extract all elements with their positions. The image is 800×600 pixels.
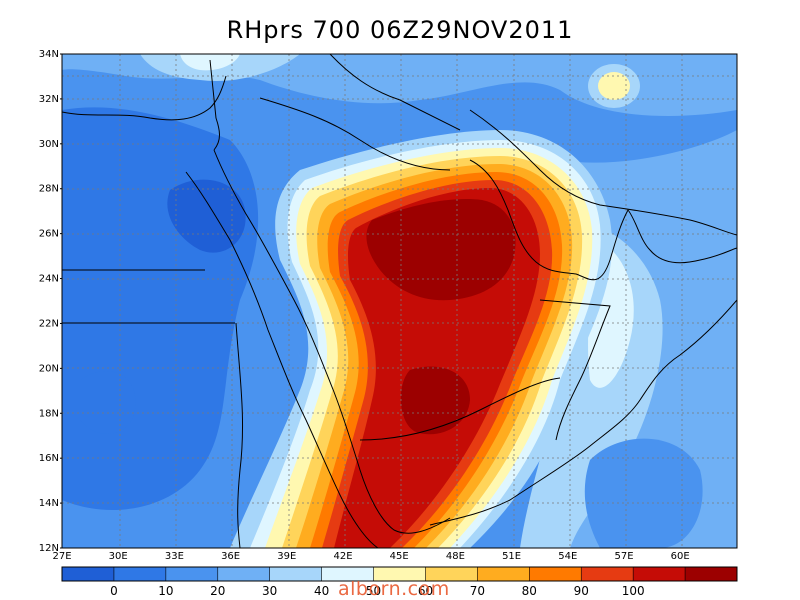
lon-tick-label: 33E [165, 551, 184, 562]
iraq-border [329, 54, 461, 131]
colorbar-label: 40 [313, 584, 330, 598]
coastlines-borders [62, 54, 737, 548]
lon-tick-label: 60E [671, 551, 690, 562]
plot-frame [61, 53, 738, 549]
contour-band-0-south [80, 371, 136, 434]
colorbar-segment [529, 567, 582, 581]
contour-band-peak [366, 199, 516, 301]
colorbar-segment [217, 567, 271, 581]
colorbar-label: 30 [262, 584, 278, 598]
lon-tick-label: 51E [502, 551, 521, 562]
colorbar-segment [269, 567, 323, 581]
lon-tick-label: 42E [333, 551, 352, 562]
lon-tick-label: 45E [390, 551, 409, 562]
oman-coast [429, 299, 737, 526]
colorbar-segment [685, 567, 738, 581]
lon-tick-label: 36E [221, 551, 240, 562]
mediterranean-coast [62, 75, 227, 121]
map-title: RHprs 700 06Z29NOV2011 [226, 16, 574, 44]
lat-tick-label: 14N [39, 498, 59, 509]
yemen-border [359, 377, 561, 441]
lon-tick-label: 48E [446, 551, 465, 562]
lon-tick-label: 27E [52, 551, 71, 562]
contour-band-20-southeast [584, 438, 703, 548]
lat-tick-label: 32N [39, 94, 59, 105]
colorbar-label: 90 [573, 584, 589, 598]
latitude-axis: 12N 14N 16N 18N 20N 22N 24N 26N 28N 30N 32N 34N [39, 49, 62, 554]
gulf-coast [469, 159, 737, 281]
colorbar-segment [165, 567, 219, 581]
lat-tick-label: 16N [39, 453, 59, 464]
red-sea-east-coast [213, 149, 451, 534]
lon-tick-label: 54E [558, 551, 577, 562]
colorbar-label: 60 [417, 584, 434, 598]
red-sea-west-coast [185, 171, 379, 548]
colorbar-segment [425, 567, 478, 581]
lat-tick-label: 34N [39, 49, 59, 60]
lat-tick-label: 26N [39, 229, 59, 240]
lon-tick-label: 30E [109, 551, 128, 562]
colorbar-frame [61, 566, 738, 582]
colorbar-segment [321, 567, 375, 581]
contour-band-peak-south [400, 366, 470, 435]
colorbar-label: 50 [365, 584, 382, 598]
iran-coast [469, 109, 737, 236]
watermark-text: alborn.com [338, 578, 450, 600]
colorbar-label: 0 [110, 584, 118, 598]
colorbar-label: 100 [621, 584, 645, 598]
lat-tick-label: 22N [39, 318, 59, 329]
humidity-contour-field [62, 54, 737, 548]
colorbar-segment [113, 567, 167, 581]
longitude-axis: 27E 30E 33E 36E 39E 42E 45E 48E 51E 54E 57E 60E [52, 551, 689, 562]
colorbar-segment [581, 567, 634, 581]
lon-tick-label: 39E [277, 551, 296, 562]
saudi-border-north [259, 97, 451, 171]
lat-tick-label: 24N [39, 274, 59, 285]
colorbar-segment [633, 567, 686, 581]
levant-coast [209, 59, 220, 151]
colorbar-label: 10 [158, 584, 174, 598]
colorbar-label: 70 [469, 584, 486, 598]
lat-tick-label: 20N [39, 363, 59, 374]
lat-tick-label: 12N [39, 543, 59, 554]
colorbar-segment [373, 567, 426, 581]
lat-lon-grid [62, 54, 737, 548]
colorbar-segment [477, 567, 530, 581]
saudi-border-east [539, 299, 611, 441]
lat-tick-label: 28N [39, 184, 59, 195]
colorbar-segment [62, 567, 115, 581]
africa-interior-border [235, 322, 244, 548]
contour-band-70-east [598, 72, 630, 100]
lat-tick-label: 30N [39, 139, 59, 150]
colorbar [61, 566, 738, 582]
lon-tick-label: 57E [614, 551, 633, 562]
colorbar-label: 20 [210, 584, 226, 598]
colorbar-label: 80 [521, 584, 537, 598]
lat-tick-label: 18N [39, 408, 59, 419]
